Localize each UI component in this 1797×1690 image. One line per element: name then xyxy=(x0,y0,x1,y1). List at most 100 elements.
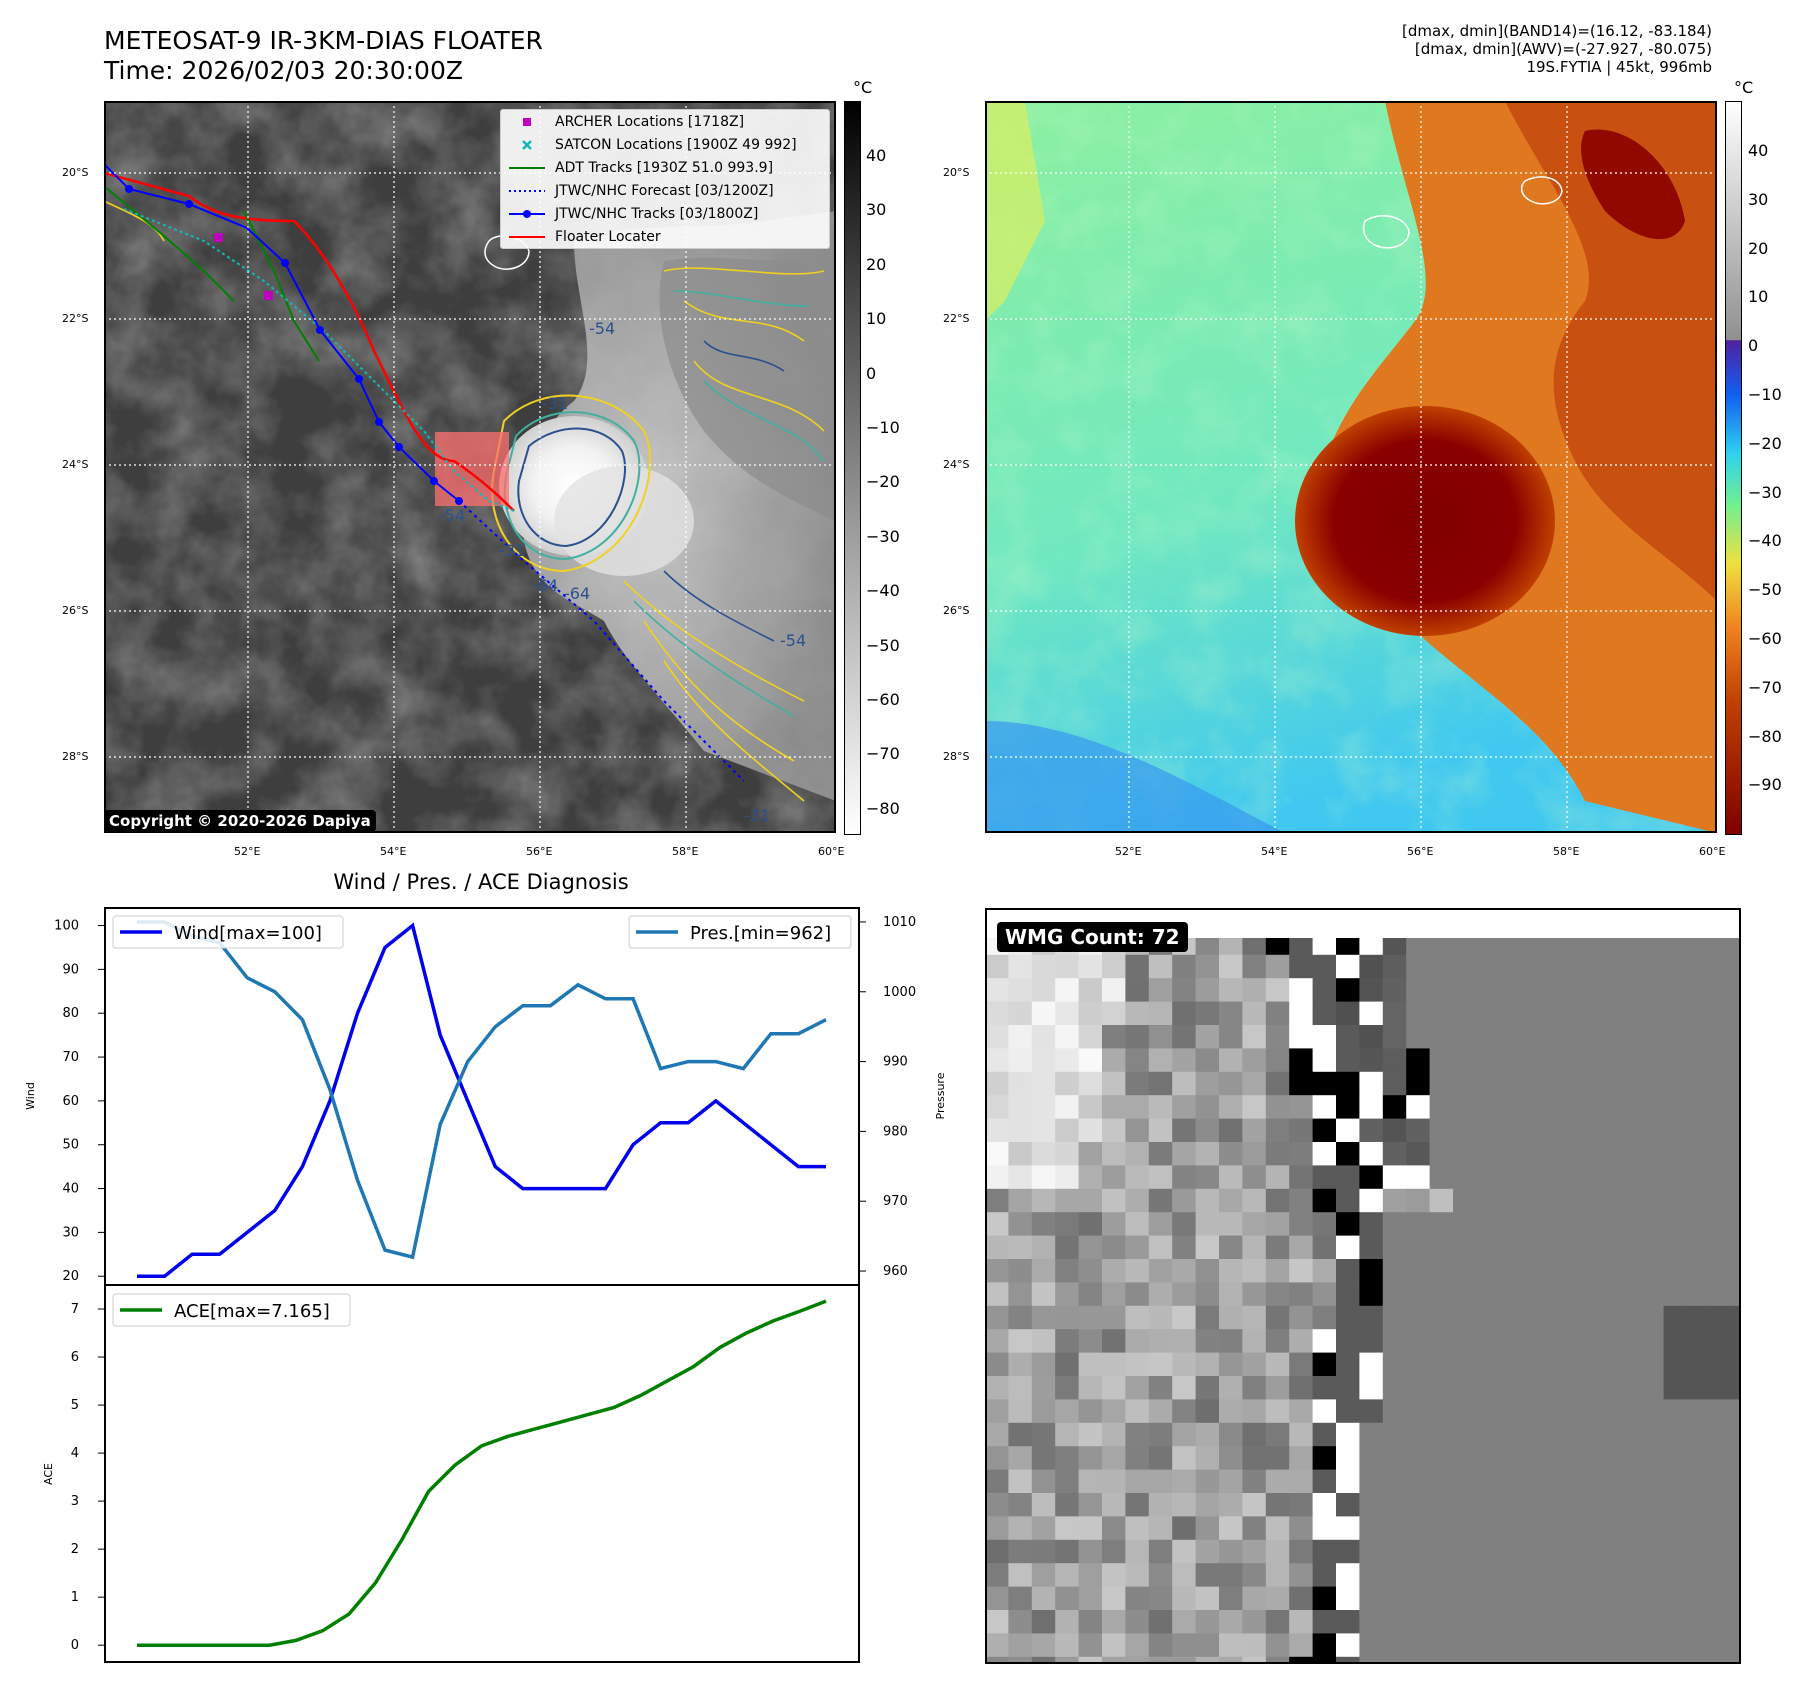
y-tick-label: 980 xyxy=(883,1124,908,1139)
wind-legend: Wind[max=100] xyxy=(112,915,344,949)
ace-legend-label: ACE[max=7.165] xyxy=(174,1301,330,1322)
legend-item-satcon: SATCON Locations [1900Z 49 992] xyxy=(501,133,829,156)
colorbar-tick-label: −70 xyxy=(866,744,900,764)
storm-info: [dmax, dmin](BAND14)=(16.12, -83.184) [d… xyxy=(1402,22,1712,76)
lat-tick-label: 20°S xyxy=(943,166,970,179)
ir-colorbar xyxy=(844,101,861,835)
pressure-legend: Pres.[min=962] xyxy=(628,915,852,949)
legend-label: ARCHER Locations [1718Z] xyxy=(555,113,745,130)
colorbar-tick-label: −80 xyxy=(866,798,900,818)
y-tick-label: 40 xyxy=(62,1182,79,1197)
y-tick-label: 1 xyxy=(71,1590,79,1605)
colorbar-tick-label: −80 xyxy=(1748,726,1782,746)
contour-label: -31 xyxy=(542,394,568,413)
title-line-2: Time: 2026/02/03 20:30:00Z xyxy=(104,56,463,85)
lon-tick-label: 52°E xyxy=(234,845,261,858)
colorbar-tick-label: −40 xyxy=(1748,531,1782,551)
colorbar-tick-label: −10 xyxy=(1748,385,1782,404)
contour-label: -54 xyxy=(589,319,615,338)
y-tick-label: 70 xyxy=(62,1050,79,1065)
y-tick-label: 990 xyxy=(883,1055,908,1070)
info-line-2: [dmax, dmin](AWV)=(-27.927, -80.075) xyxy=(1414,40,1712,58)
y-tick-label: 5 xyxy=(71,1398,79,1413)
legend-item-floater: Floater Locater xyxy=(501,225,829,248)
lat-tick-label: 24°S xyxy=(62,458,89,471)
legend-item-adt: ADT Tracks [1930Z 51.0 993.9] xyxy=(501,156,829,179)
y-tick-label: 90 xyxy=(62,962,79,977)
lon-tick-label: 54°E xyxy=(1261,845,1288,858)
colorbar-tick-label: 20 xyxy=(1748,238,1769,258)
wind-series-line xyxy=(137,922,826,1278)
lon-tick-label: 60°E xyxy=(818,845,845,858)
colorbar-tick-label: 40 xyxy=(866,146,887,165)
colorbar-tick-label: −30 xyxy=(1748,482,1782,502)
diagnosis-title: Wind / Pres. / ACE Diagnosis xyxy=(333,870,628,894)
lon-tick-label: 58°E xyxy=(672,845,699,858)
pressure-legend-label: Pres.[min=962] xyxy=(690,923,831,944)
y-tick-label: 100 xyxy=(54,919,79,934)
y-tick-label: 0 xyxy=(71,1638,79,1653)
colorbar-tick-label: 0 xyxy=(866,363,877,383)
legend-label: Floater Locater xyxy=(555,228,661,245)
lat-tick-label: 22°S xyxy=(62,312,89,325)
contour-label: -31 xyxy=(744,806,770,825)
y-tick-label: 960 xyxy=(883,1264,908,1279)
y-tick-label: 1010 xyxy=(883,915,916,930)
line-dot-icon xyxy=(509,209,545,218)
colorbar-tick-label: 0 xyxy=(1748,336,1759,356)
colorbar-tick-label: −60 xyxy=(866,690,900,709)
lon-tick-label: 58°E xyxy=(1553,845,1580,858)
y-tick-label: 3 xyxy=(71,1494,79,1509)
y-tick-label: 2 xyxy=(71,1542,79,1557)
colorbar-tick-label: 30 xyxy=(866,200,887,220)
lon-tick-label: 54°E xyxy=(380,845,407,858)
colorbar-tick-label: −20 xyxy=(866,472,900,492)
pressure-axis-label: Pressure xyxy=(934,1072,947,1119)
colorbar-tick-label: −70 xyxy=(1748,677,1782,697)
y-tick-label: 970 xyxy=(883,1194,908,1209)
track-legend: ARCHER Locations [1718Z] SATCON Location… xyxy=(500,109,830,249)
lat-lon-gridlines xyxy=(985,101,1717,833)
wind-y-ticks: 20 30 40 50 60 70 80 90 100 xyxy=(54,919,105,1284)
lon-tick-label: 60°E xyxy=(1699,845,1726,858)
wind-legend-label: Wind[max=100] xyxy=(174,923,322,944)
ace-y-ticks: 0 1 2 3 4 5 6 7 xyxy=(71,1302,105,1653)
y-tick-label: 60 xyxy=(62,1094,79,1109)
colorbar-tick-label: −90 xyxy=(1748,775,1782,795)
colorbar-tick-label: 30 xyxy=(1748,189,1769,209)
pressure-y-ticks: 960 970 980 990 1000 1010 xyxy=(859,915,916,1279)
wmg-grid xyxy=(985,908,1741,1664)
colorbar-tick-label: −10 xyxy=(866,418,900,437)
legend-label: ADT Tracks [1930Z 51.0 993.9] xyxy=(555,159,774,176)
info-line-1: [dmax, dmin](BAND14)=(16.12, -83.184) xyxy=(1401,22,1712,40)
legend-label: JTWC/NHC Tracks [03/1800Z] xyxy=(555,205,759,222)
line-icon xyxy=(509,235,545,238)
contour-label: -54 xyxy=(439,506,465,525)
wind-pressure-axes xyxy=(104,907,860,1286)
contour-label: -64 xyxy=(564,584,590,603)
colorbar-tick-label: −20 xyxy=(1748,433,1782,453)
colorbar-tick-label: 10 xyxy=(1748,287,1769,307)
y-tick-label: 6 xyxy=(71,1350,79,1365)
ace-axes xyxy=(104,1284,860,1663)
wmg-count-badge: WMG Count: 72 xyxy=(997,922,1188,952)
colorbar-tick-label: −40 xyxy=(866,581,900,601)
wind-axis-label: Wind xyxy=(24,1082,37,1110)
colorbar-tick-label: 40 xyxy=(1748,141,1769,160)
colorbar-tick-label: −30 xyxy=(866,526,900,546)
colorbar-tick-label: −50 xyxy=(1748,580,1782,600)
ace-series-line xyxy=(137,1299,827,1647)
x-marker-icon xyxy=(522,139,532,150)
figure-title: METEOSAT-9 IR-3KM-DIAS FLOATER Time: 202… xyxy=(104,26,543,86)
lon-tick-label: 52°E xyxy=(1115,845,1142,858)
legend-item-tracks: JTWC/NHC Tracks [03/1800Z] xyxy=(501,202,829,225)
contour-label: -31 xyxy=(499,541,525,560)
ace-legend: ACE[max=7.165] xyxy=(112,1293,351,1327)
y-tick-label: 4 xyxy=(71,1446,79,1461)
lon-tick-label: 56°E xyxy=(526,845,553,858)
colorbar-tick-label: 10 xyxy=(866,309,887,329)
awv-water-vapor-map xyxy=(985,101,1717,833)
diagnosis-chart: Wind / Pres. / ACE Diagnosis 20304050607… xyxy=(24,870,947,1663)
pressure-series-line xyxy=(137,920,827,1260)
lat-tick-label: 20°S xyxy=(62,166,89,179)
